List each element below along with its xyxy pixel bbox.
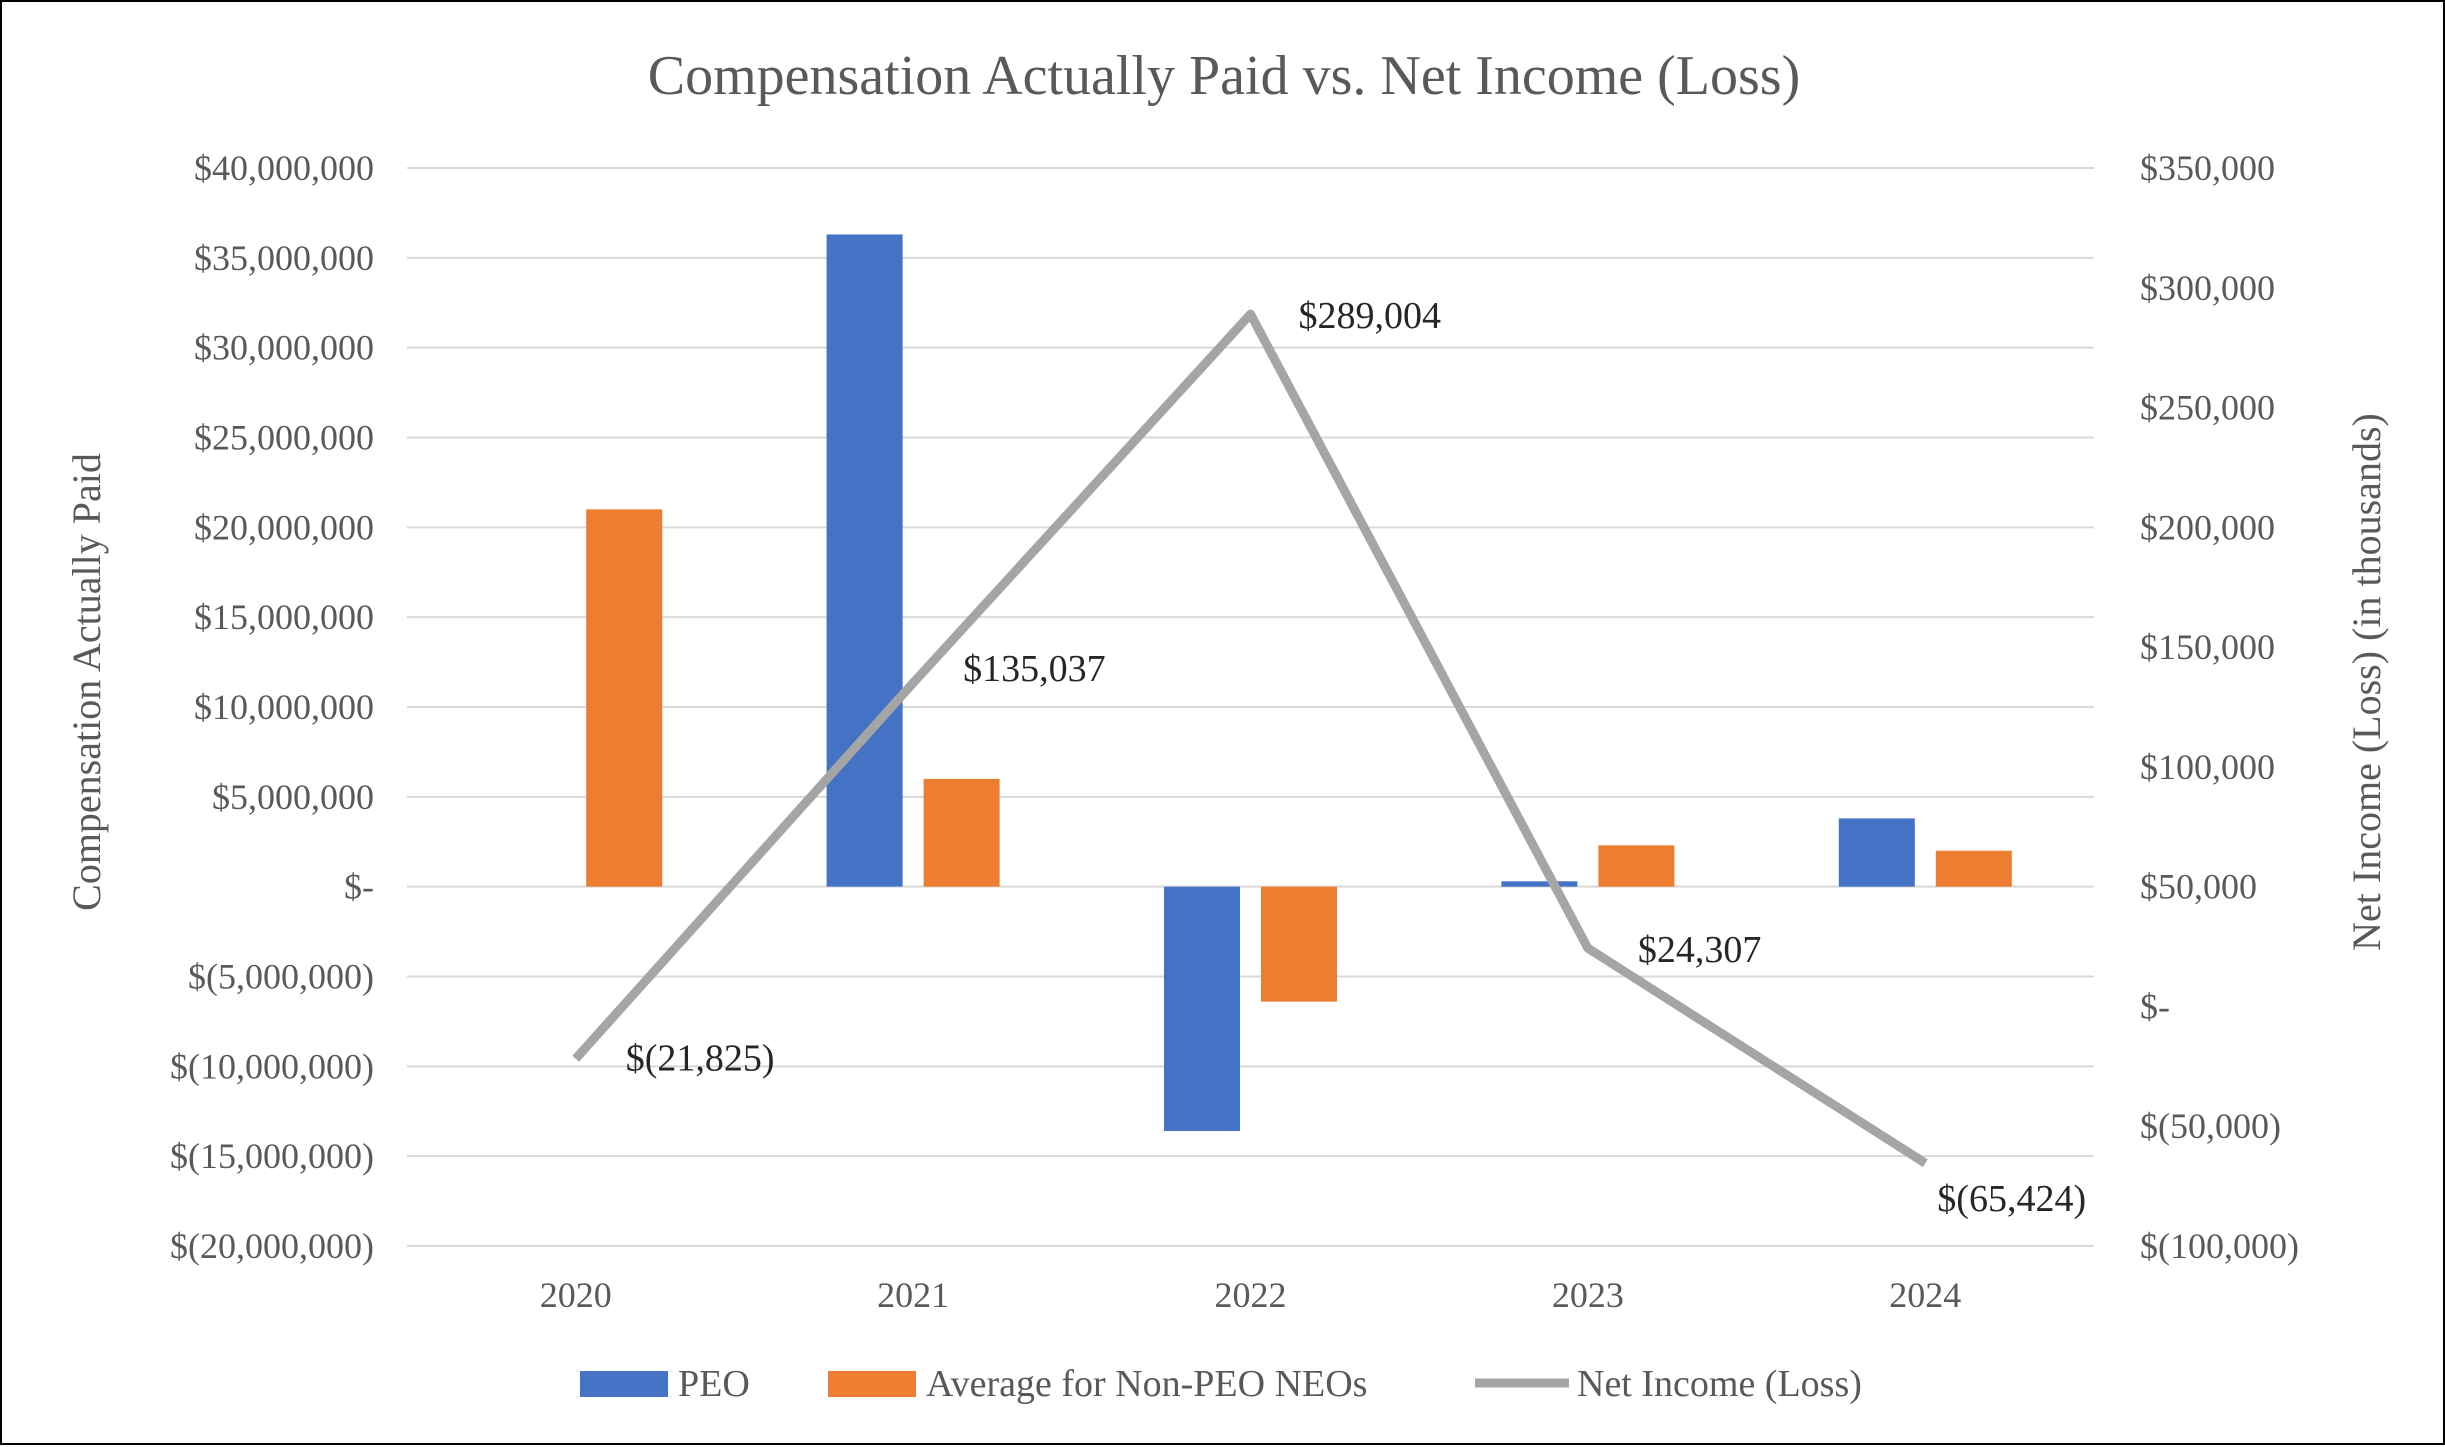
- right-tick-label: $50,000: [2140, 867, 2257, 907]
- left-tick-label: $40,000,000: [194, 148, 374, 188]
- left-tick-label: $(15,000,000): [170, 1136, 374, 1176]
- left-tick-label: $20,000,000: [194, 507, 374, 547]
- left-tick-label: $25,000,000: [194, 418, 374, 458]
- line-series: [572, 309, 1928, 1167]
- net-income-data-label: $135,037: [963, 648, 1106, 690]
- right-tick-label: $350,000: [2140, 148, 2275, 188]
- x-axis-ticks: 2020 2021 2022 2023 2024: [540, 1275, 1962, 1315]
- legend-label-average-for-non-peo-neos: Average for Non-PEO NEOs: [926, 1363, 1367, 1405]
- left-tick-label: $(5,000,000): [188, 957, 374, 997]
- bar-peo-2024: [1838, 818, 1915, 887]
- left-tick-label: $(10,000,000): [170, 1046, 374, 1086]
- right-tick-label: $300,000: [2140, 268, 2275, 308]
- bar-peo-2022: [1164, 886, 1240, 1132]
- bar-average-for-non-peo-neos-2024: [1935, 850, 2012, 887]
- gridlines: [407, 167, 2094, 1247]
- legend-label-peo: PEO: [678, 1363, 750, 1405]
- net-income-data-label: $289,004: [1299, 295, 1442, 337]
- right-axis-title: Net Income (Loss) (in thousands): [2344, 413, 2389, 951]
- bar-average-for-non-peo-neos-2020: [586, 509, 663, 887]
- bar-peo-2021: [826, 234, 903, 887]
- legend-swatch-average-for-non-peo-neos: [828, 1371, 916, 1397]
- left-axis-title: Compensation Actually Paid: [64, 453, 109, 911]
- bar-average-for-non-peo-neos-2023: [1598, 845, 1675, 887]
- line-data-labels: $(21,825) $135,037 $289,004 $24,307 $(65,424…: [626, 295, 2086, 1220]
- right-axis-ticks: $350,000 $300,000 $250,000 $200,000 $150,000…: [2140, 148, 2299, 1266]
- x-tick-label: 2023: [1552, 1275, 1624, 1315]
- left-tick-label: $5,000,000: [212, 777, 374, 817]
- left-tick-label: $(20,000,000): [170, 1226, 374, 1266]
- chart-title: Compensation Actually Paid vs. Net Incom…: [648, 45, 1800, 107]
- bar-average-for-non-peo-neos-2021: [923, 778, 1000, 887]
- legend-swatch-peo: [580, 1371, 668, 1397]
- bar-peo-2023: [1501, 881, 1578, 887]
- bar-average-for-non-peo-neos-2022: [1261, 886, 1337, 1002]
- left-tick-label: $10,000,000: [194, 687, 374, 727]
- right-tick-label: $250,000: [2140, 388, 2275, 428]
- right-tick-label: $(100,000): [2140, 1226, 2299, 1266]
- bar-series: [586, 234, 2012, 1132]
- left-tick-label: $30,000,000: [194, 328, 374, 368]
- x-tick-label: 2020: [540, 1275, 612, 1315]
- right-tick-label: $150,000: [2140, 627, 2275, 667]
- net-income-line: [572, 309, 1928, 1167]
- right-tick-label: $-: [2140, 986, 2170, 1026]
- left-tick-label: $-: [344, 867, 374, 907]
- x-tick-label: 2024: [1889, 1275, 1961, 1315]
- left-axis-ticks: $40,000,000 $35,000,000 $30,000,000 $25,000…: [170, 148, 374, 1266]
- legend: PEO Average for Non-PEO NEOs Net Income (L…: [580, 1363, 1862, 1405]
- net-income-data-label: $24,307: [1638, 929, 1762, 971]
- net-income-data-label: $(21,825): [626, 1038, 775, 1080]
- left-tick-label: $15,000,000: [194, 597, 374, 637]
- net-income-data-label: $(65,424): [1937, 1178, 2086, 1220]
- right-tick-label: $100,000: [2140, 747, 2275, 787]
- x-tick-label: 2022: [1215, 1275, 1287, 1315]
- legend-label-net-income-loss-: Net Income (Loss): [1577, 1363, 1862, 1405]
- right-tick-label: $200,000: [2140, 507, 2275, 547]
- right-tick-label: $(50,000): [2140, 1106, 2281, 1146]
- left-tick-label: $35,000,000: [194, 238, 374, 278]
- x-tick-label: 2021: [877, 1275, 949, 1315]
